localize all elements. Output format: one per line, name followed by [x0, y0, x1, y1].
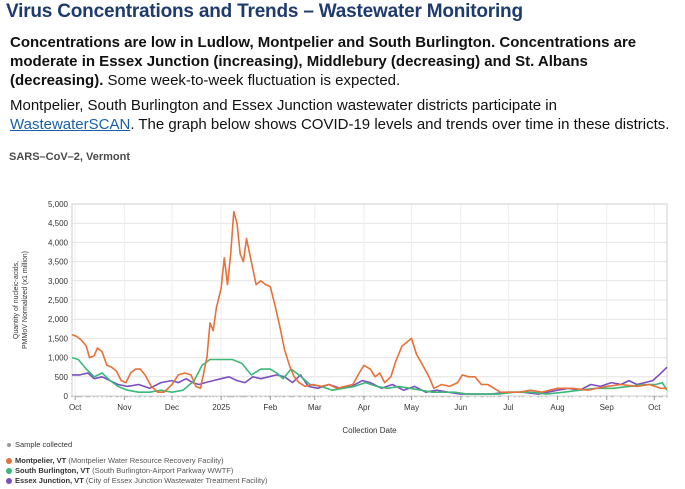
plot-frame	[71, 203, 668, 397]
legend-sample-label: Sample collected	[15, 440, 73, 449]
y-tick-label: 4,500	[48, 219, 69, 228]
trend-summary: Concentrations are low in Ludlow, Montpe…	[10, 33, 682, 90]
y-axis-label: Quantity of nucleic-acids, PMMoV Normaliz…	[13, 251, 29, 349]
x-tick-label: Oct	[648, 403, 661, 412]
legend-item-montpelier[interactable]: Montpelier, VT (Montpelier Water Resourc…	[6, 456, 267, 466]
x-tick-label: Jun	[454, 403, 467, 412]
y-tick-label: 2,500	[48, 296, 69, 305]
chart-axes: 0 500 1,000 1,500 2,000 2,500 3,000 3,500 4,000 4…	[13, 200, 668, 435]
legend-item-detail: (Montpelier Water Resource Recovery Faci…	[68, 456, 224, 465]
purple-dot-icon	[6, 478, 12, 485]
summary-bold-text: Concentrations are low in Ludlow, Montpe…	[10, 34, 637, 89]
legend-item-detail: (City of Essex Junction Wastewater Treat…	[85, 476, 268, 485]
y-tick-label: 3,500	[48, 258, 69, 267]
sample-dot-icon	[7, 443, 11, 448]
legend-item-detail: (South Burlington-Airport Parkway WWTF)	[92, 466, 234, 475]
y-tick-label: 500	[55, 373, 69, 382]
chart-gridlines	[72, 203, 667, 397]
y-tick-label: 3,000	[48, 277, 69, 286]
legend-item-name: Montpelier, VT	[15, 456, 67, 465]
y-axis-label-line: PMMoV Normalized (x1 million)	[22, 251, 29, 349]
intro-before-link: Montpelier, South Burlington and Essex J…	[10, 97, 557, 114]
x-tick-label: Aug	[550, 403, 564, 412]
x-tick-label: Oct	[69, 403, 82, 412]
legend-item-name: South Burlington, VT	[15, 466, 90, 475]
chart-series	[71, 210, 668, 395]
y-axis-label-line: Quantity of nucleic-acids,	[13, 261, 20, 339]
legend-item-essex-junction[interactable]: Essex Junction, VT (City of Essex Juncti…	[6, 476, 267, 486]
x-tick-label: Nov	[117, 403, 131, 412]
x-tick-label: Feb	[263, 403, 277, 412]
x-tick-label: 2025	[212, 403, 230, 412]
orange-dot-icon	[6, 458, 12, 465]
x-tick-label: Apr	[358, 403, 371, 412]
y-tick-label: 1,000	[48, 354, 69, 363]
x-axis-label: Collection Date	[342, 426, 397, 435]
x-tick-label: Mar	[308, 403, 322, 412]
green-dot-icon	[6, 468, 12, 475]
chart-title: SARS–CoV–2, Vermont	[9, 151, 131, 163]
legend-item-south-burlington[interactable]: South Burlington, VT (South Burlington-A…	[6, 466, 267, 476]
y-tick-label: 5,000	[48, 200, 69, 209]
y-tick-label: 0	[64, 392, 69, 401]
x-tick-label: Sep	[600, 403, 615, 412]
y-tick-label: 2,000	[48, 315, 69, 324]
intro-after-link: . The graph below shows COVID-19 levels …	[130, 116, 670, 133]
summary-plain-text: Some week-to-week fluctuation is expecte…	[103, 72, 401, 89]
series-line-montpelier-vt	[71, 210, 667, 393]
legend-item-name: Essex Junction, VT	[15, 476, 84, 485]
y-tick-label: 1,500	[48, 334, 69, 343]
legend-sample-collected: Sample collected	[6, 440, 267, 450]
x-tick-label: Dec	[165, 403, 179, 412]
wastewaterscan-link[interactable]: WastewaterSCAN	[10, 116, 131, 133]
page-title: Virus Concentrations and Trends – Wastew…	[6, 1, 523, 22]
x-tick-label: May	[404, 403, 419, 412]
y-tick-label: 4,000	[48, 238, 69, 247]
chart-legend: Sample collected Montpelier, VT (Montpel…	[6, 440, 267, 486]
x-tick-label: Jul	[503, 403, 513, 412]
intro-paragraph: Montpelier, South Burlington and Essex J…	[10, 96, 682, 134]
wastewater-line-chart: 0 500 1,000 1,500 2,000 2,500 3,000 3,500 4,000 4…	[13, 200, 668, 435]
